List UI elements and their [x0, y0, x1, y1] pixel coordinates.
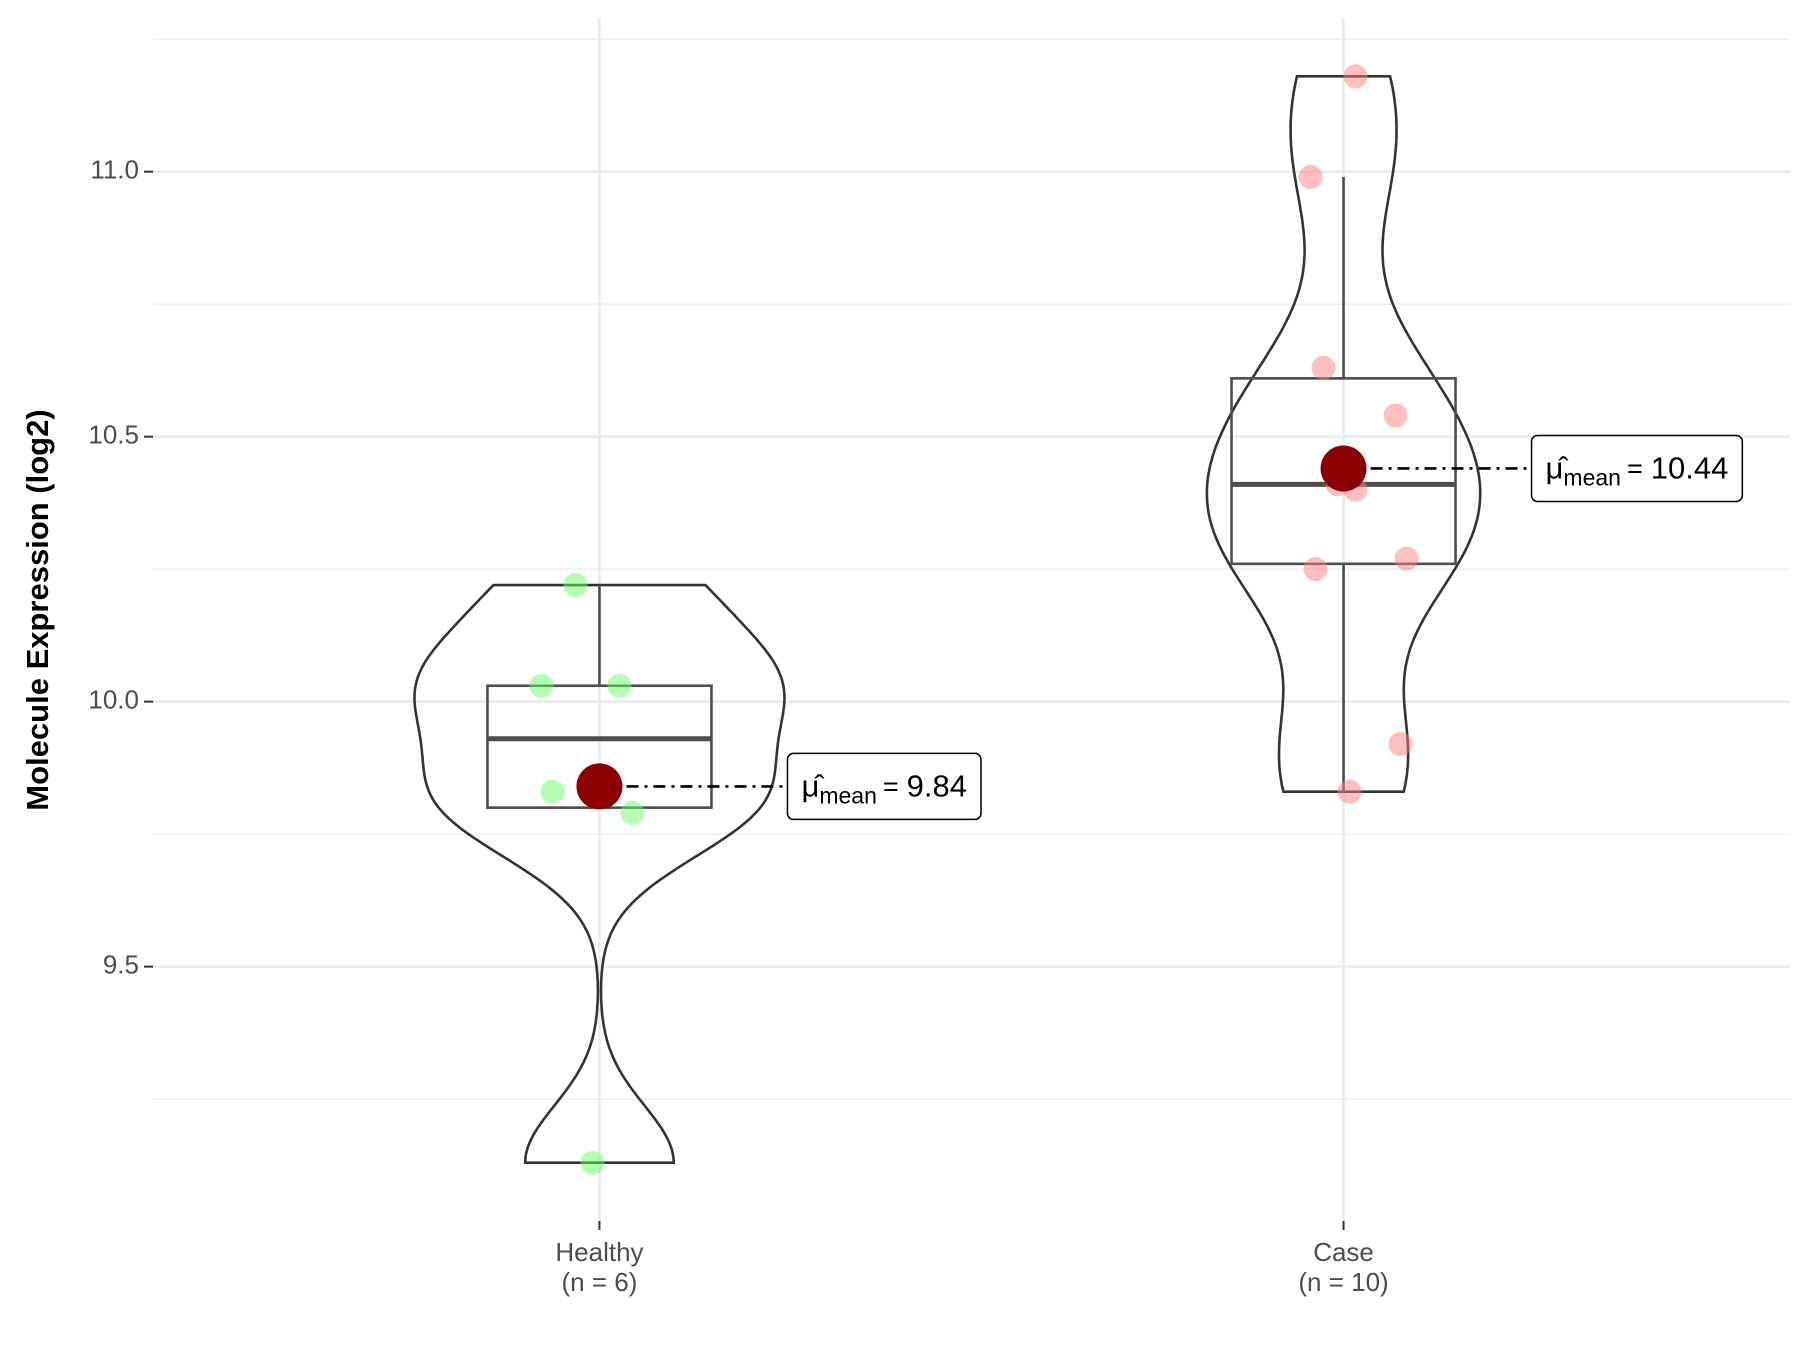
point [580, 1150, 605, 1175]
mean-value: 9.84 [907, 769, 967, 804]
box [1230, 377, 1457, 566]
point [1343, 64, 1368, 89]
point [540, 779, 565, 804]
mean-point [1320, 445, 1367, 492]
point [1337, 779, 1362, 804]
violin [413, 583, 786, 1164]
mean-point [576, 763, 623, 810]
point [1298, 164, 1323, 189]
mean-equals: = [1627, 454, 1643, 484]
point [607, 673, 632, 698]
grid [153, 18, 1790, 1221]
x-tick-label: Healthy [555, 1237, 643, 1267]
point [529, 673, 554, 698]
y-tick-label: 10.5 [88, 420, 139, 450]
y-tick-label: 11.0 [90, 155, 139, 185]
point [1383, 403, 1408, 428]
point [1394, 546, 1419, 571]
point [620, 800, 645, 825]
y-axis-title: Molecule Expression (log2) [20, 409, 55, 810]
y-tick-label: 9.5 [103, 949, 139, 979]
mean-subscript: mean [819, 783, 877, 809]
mean-equals: = [883, 772, 899, 802]
x-tick-label: Case [1313, 1237, 1374, 1267]
violin [1205, 75, 1482, 793]
point [1388, 732, 1413, 757]
mean-label: μ̂mean = 9.84 [801, 769, 967, 809]
mean-label-box [786, 752, 982, 821]
mean-label-box [1530, 434, 1744, 503]
y-tick-label: 10.0 [88, 685, 139, 715]
mean-value: 10.44 [1651, 451, 1729, 486]
point [1303, 557, 1328, 582]
point [1311, 355, 1336, 380]
x-tick-sublabel: (n = 6) [562, 1267, 638, 1297]
x-tick-sublabel: (n = 10) [1298, 1267, 1388, 1297]
point [563, 573, 588, 598]
mean-subscript: mean [1563, 465, 1621, 491]
